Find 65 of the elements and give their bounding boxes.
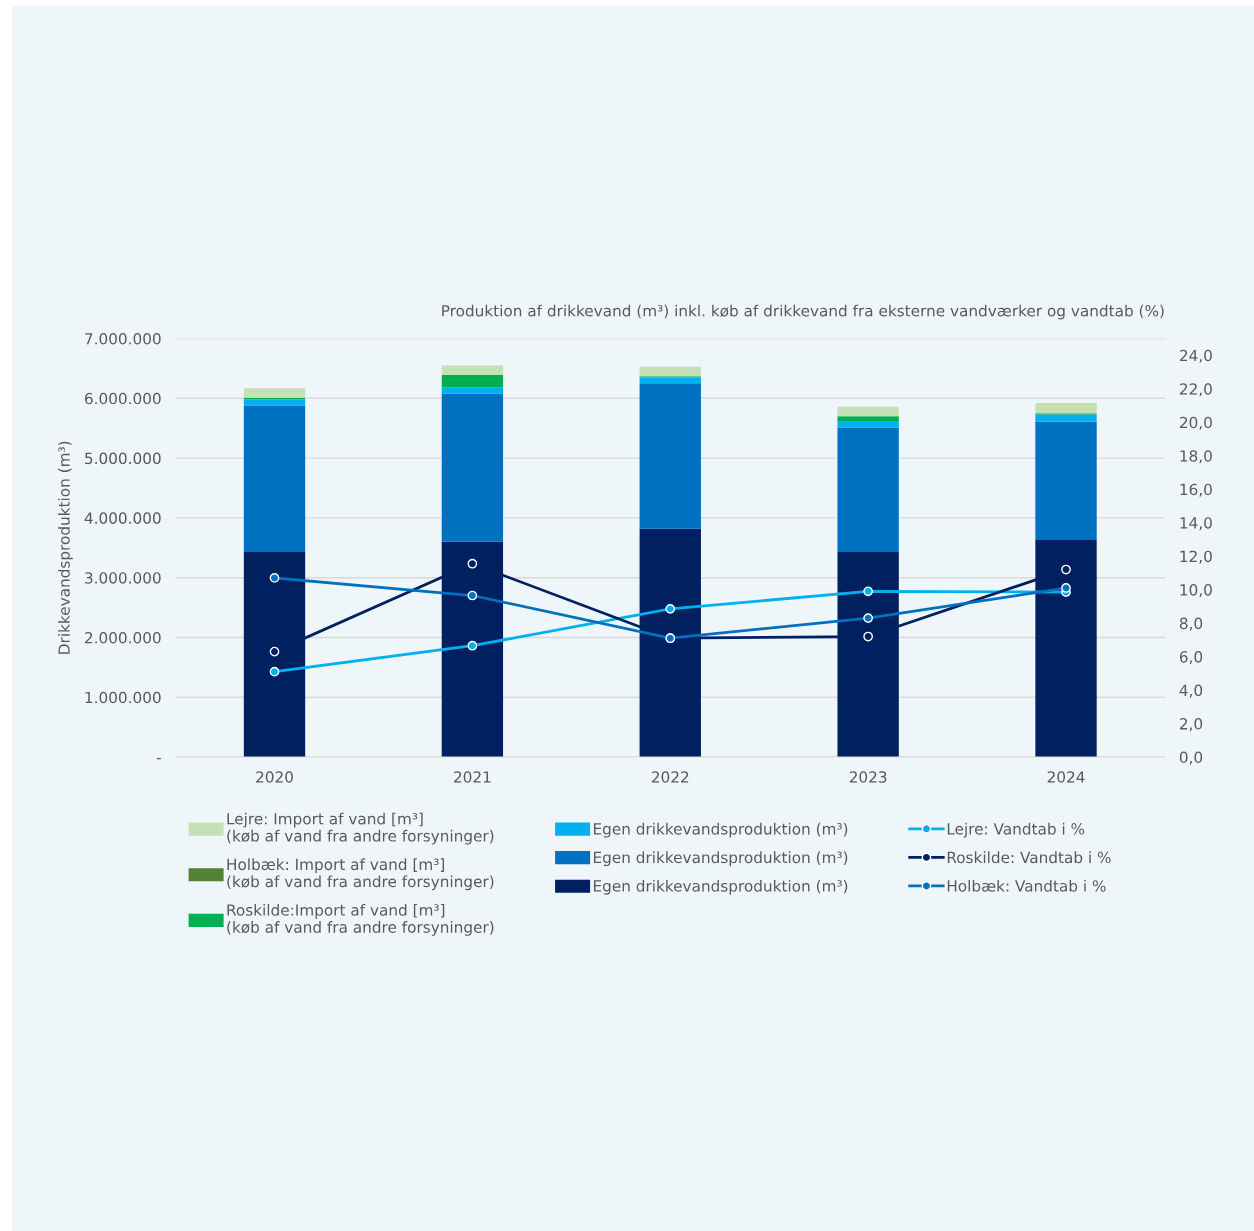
y2-tick-label: 14,0: [1180, 517, 1212, 531]
point: [863, 586, 874, 597]
point: [1061, 564, 1071, 575]
bar: [639, 377, 701, 384]
legend-label: Lejre: Import af vand [m³] (køb af vand fra andre forsyninger): [227, 812, 494, 845]
y2-tick-label: 22,0: [1179, 383, 1212, 397]
bar: [837, 427, 899, 552]
point: [269, 573, 280, 583]
y-tick-label: -: [156, 758, 161, 760]
bar: [1035, 414, 1097, 422]
point: [1061, 583, 1071, 593]
y-axis-title: Drikkevandsproduktion (m³): [58, 441, 73, 654]
point: [269, 646, 280, 657]
y2-tick-label: 2,0: [1179, 718, 1203, 732]
bar: [837, 421, 899, 428]
y2-tick-label: 16,0: [1180, 483, 1212, 497]
legend-label: Lejre: Vandtab i %: [947, 822, 1085, 838]
y2-tick-label: 8,0: [1179, 617, 1203, 631]
y-tick-label: 7.000.000: [85, 332, 161, 345]
bar: [441, 387, 504, 394]
y-tick-label: 5.000.000: [85, 452, 161, 465]
point: [467, 590, 478, 601]
y-tick-label: 4.000.000: [84, 512, 161, 524]
bar: [639, 383, 701, 529]
x-tick-label: 2022: [651, 771, 689, 783]
bar: [441, 375, 504, 388]
y2-tick-label: 24,0: [1179, 349, 1212, 363]
point: [863, 631, 874, 642]
point: [467, 640, 478, 651]
y2-tick-label: 20,0: [1179, 416, 1212, 430]
x-tick-label: 2024: [1047, 771, 1085, 783]
y-tick-label: 2.000.000: [85, 631, 161, 644]
legend-label: Roskilde: Vandtab i %: [947, 851, 1111, 864]
legend-label: Egen drikkevandsproduktion (m³): [593, 851, 848, 867]
y-tick-label: 6.000.000: [84, 392, 161, 405]
bar: [441, 393, 504, 542]
point: [269, 666, 280, 677]
y2-tick-label: 0,0: [1179, 751, 1203, 765]
y-tick-label: 3.000.000: [85, 572, 161, 584]
bar: [1035, 403, 1097, 414]
bar: [1035, 421, 1097, 541]
y2-tick-label: 6,0: [1179, 651, 1203, 665]
x-tick-label: 2021: [454, 771, 491, 783]
point: [863, 613, 874, 623]
point: [665, 604, 676, 614]
bar: [243, 405, 306, 552]
x-tick-label: 2020: [256, 771, 293, 783]
chart-title: Produktion af drikkevand (m³) inkl. køb af drikkevand fra eksterne vandværker og vandtab (%): [442, 304, 1164, 320]
y2-tick-label: 12,0: [1180, 550, 1212, 564]
bar: [837, 416, 899, 422]
bar: [243, 388, 306, 398]
legend-label: Roskilde:Import af vand [m³] (køb af vand fra andre forsyninger): [227, 903, 494, 936]
x-tick-label: 2023: [849, 771, 887, 783]
legend-label: Holbæk: Import af vand [m³] (køb af vand fra andre forsyninger): [227, 858, 494, 891]
y2-tick-label: 18,0: [1180, 450, 1212, 464]
bar: [639, 366, 701, 377]
y2-tick-label: 4,0: [1179, 684, 1203, 698]
point: [467, 558, 478, 569]
bar: [837, 406, 899, 417]
y-tick-label: 1.000.000: [85, 691, 161, 704]
legend-label: Egen drikkevandsproduktion (m³): [593, 822, 848, 838]
y2-tick-label: 10,0: [1180, 584, 1212, 598]
legend-label: Holbæk: Vandtab i %: [947, 879, 1106, 892]
bar: [441, 365, 504, 375]
legend-label: Egen drikkevandsproduktion (m³): [593, 879, 848, 895]
